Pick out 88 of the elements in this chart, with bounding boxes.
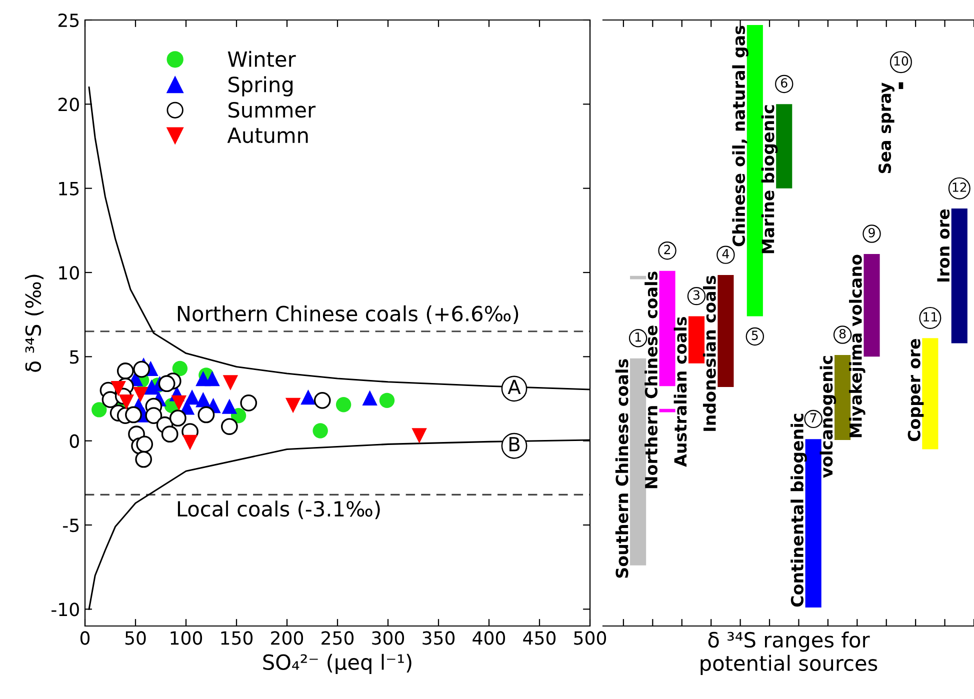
legend-label: Spring — [228, 76, 293, 96]
point — [110, 381, 126, 396]
point — [171, 395, 187, 411]
annotation: 5 — [752, 330, 758, 340]
category-label: Australian coals — [674, 317, 687, 467]
annotation: 12 — [952, 182, 966, 192]
category-label: Indonesian coals — [703, 276, 716, 431]
x-axis-title: SO₄²⁻ (μeq l⁻¹) — [263, 654, 412, 674]
x-tick-label: 350 — [422, 631, 455, 645]
category-label: Northern Chinese coals — [644, 272, 658, 488]
bar — [746, 25, 763, 316]
y-tick-label: 5 — [70, 350, 79, 364]
point — [125, 406, 142, 424]
y-tick-label: -10 — [52, 602, 79, 616]
point — [136, 436, 154, 453]
category-label: Marine biogenic — [761, 105, 778, 254]
legend-label: Winter — [228, 50, 296, 67]
point — [204, 370, 220, 386]
bar — [864, 254, 880, 357]
x-tick-label: 50 — [125, 631, 146, 645]
y-tick-label: 0 — [70, 434, 79, 448]
y-tick-label: 10 — [59, 266, 79, 280]
point — [161, 426, 178, 443]
point — [198, 406, 215, 424]
annotation: A — [508, 380, 521, 394]
point — [336, 397, 352, 412]
category-label: Miyakejima volcano — [849, 254, 866, 438]
x-tick-label: 250 — [322, 631, 354, 645]
annotation: 11 — [924, 312, 937, 322]
y-tick-label: -5 — [63, 518, 79, 532]
x-axis-title: δ ³⁴S ranges for potential sources — [700, 632, 878, 676]
point — [133, 360, 150, 378]
bar — [922, 338, 938, 450]
ref-line-label: Northern Chinese coals (+6.6‰) — [178, 305, 518, 324]
x-tick-label: 450 — [523, 631, 556, 645]
annotation: 4 — [722, 249, 729, 258]
x-tick-label: 500 — [574, 631, 606, 645]
point — [145, 407, 162, 424]
point — [182, 434, 198, 450]
y-tick-label: 20 — [58, 98, 79, 112]
category-label: Iron ore — [937, 209, 950, 282]
x-tick-label: 400 — [472, 631, 506, 645]
legend-label: Summer — [228, 102, 316, 118]
annotation: 3 — [693, 290, 700, 300]
point — [312, 423, 328, 438]
annotation: B — [509, 437, 520, 452]
point — [196, 392, 211, 408]
x-tick-label: 150 — [221, 631, 253, 645]
point — [158, 375, 176, 392]
legend-label: Autumn — [227, 128, 308, 144]
y-tick-label: 25 — [58, 13, 79, 28]
x-tick-label: 200 — [271, 631, 304, 645]
bar — [688, 316, 705, 364]
point — [222, 398, 238, 414]
x-tick-label: 100 — [170, 631, 202, 645]
category-label: Sea spray — [878, 82, 894, 174]
category-label: Southern Chinese coals — [615, 359, 628, 578]
annotation: 9 — [868, 228, 875, 238]
annotation: 10 — [894, 56, 908, 66]
annotation: 8 — [839, 328, 846, 338]
point — [285, 398, 301, 414]
x-tick-label: 0 — [80, 631, 90, 645]
annotation: 2 — [664, 244, 670, 254]
category-label: volcanogenic — [820, 356, 836, 478]
ref-line-label: Local coals (-3.1‰) — [178, 500, 380, 520]
point — [222, 375, 238, 390]
bar — [776, 104, 792, 188]
point — [172, 360, 188, 376]
bar — [951, 208, 968, 344]
annotation: 1 — [635, 332, 641, 342]
x-tick-label: 300 — [372, 631, 404, 645]
bar — [834, 354, 851, 440]
category-label: Continental biogenic — [790, 414, 807, 607]
category-label: Copper ore — [908, 338, 924, 442]
point — [379, 392, 395, 408]
annotation: 6 — [781, 78, 788, 88]
point — [300, 389, 316, 405]
y-axis-title: δ ³⁴S (‰) — [24, 274, 44, 372]
annotation: 7 — [810, 413, 816, 422]
point — [92, 402, 107, 418]
point — [132, 386, 148, 402]
bar — [805, 439, 822, 608]
bar — [718, 275, 734, 387]
point — [412, 428, 427, 444]
point — [362, 390, 378, 406]
category-label: Chinese oil, natural gas — [732, 26, 748, 246]
y-tick-label: 15 — [59, 182, 79, 196]
point — [118, 394, 134, 410]
